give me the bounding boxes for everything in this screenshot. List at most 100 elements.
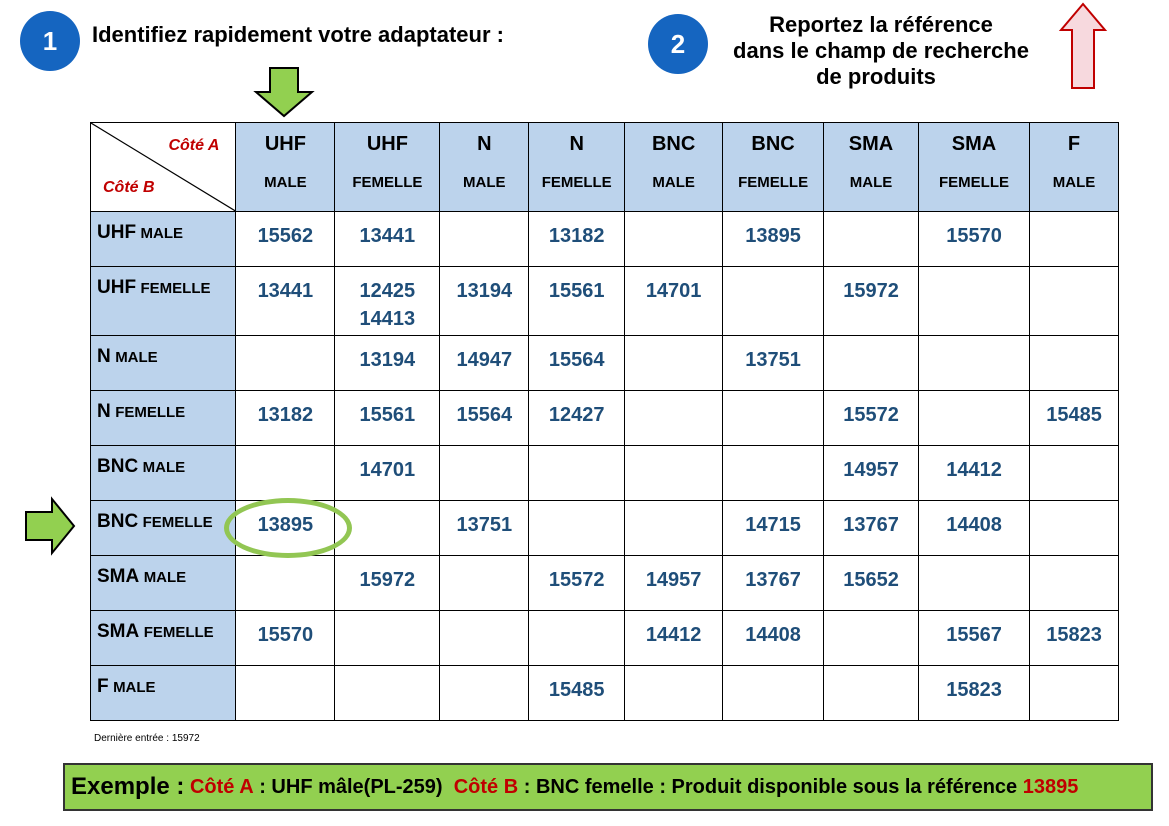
side-a-label: Côté A xyxy=(168,137,220,154)
reference-number: 15572 xyxy=(843,404,899,426)
adapter-compatibility-table: Côté A Côté B UHF MALE UHF FEMELLE N MALE N FEM… xyxy=(89,122,1119,721)
reference-number: 14957 xyxy=(843,459,899,481)
example-banner: Exemple : Côté A : UHF mâle(PL-259) Côté… xyxy=(63,763,1153,811)
corner-diagonal-line xyxy=(91,123,235,211)
row-gender: MALE xyxy=(113,679,156,696)
example-side-b-label: Côté B xyxy=(453,775,519,798)
column-connector-type: SMA xyxy=(848,133,894,155)
reference-cell xyxy=(439,445,530,501)
reference-cell xyxy=(235,335,336,391)
row-header: UHF MALE xyxy=(89,211,237,267)
reference-cell: 13751 xyxy=(722,335,825,391)
step-1-instruction: Identifiez rapidement votre adaptateur : xyxy=(92,22,504,47)
column-gender: MALE xyxy=(849,174,893,191)
reference-cell xyxy=(917,555,1031,611)
reference-cell: 15562 xyxy=(235,211,336,267)
row-connector-type: N xyxy=(97,346,111,367)
reference-cell xyxy=(722,445,825,501)
reference-cell: 13767 xyxy=(722,555,825,611)
step-1-number: 1 xyxy=(42,25,58,56)
table-row: SMA MALE 15972 15572 14957 13767 15652 xyxy=(89,555,1119,611)
reference-number: 15562 xyxy=(257,225,314,247)
column-connector-type: UHF xyxy=(264,133,306,155)
reference-cell: 15572 xyxy=(528,555,626,611)
step-2-number: 2 xyxy=(670,28,686,59)
reference-cell: 13767 xyxy=(823,500,919,556)
reference-number: 13751 xyxy=(745,349,801,371)
column-gender: FEMELLE xyxy=(352,174,423,191)
reference-cell xyxy=(823,211,919,267)
red-up-arrow-icon xyxy=(1058,2,1108,89)
reference-number: 14957 xyxy=(645,569,702,591)
row-gender: FEMELLE xyxy=(143,624,214,641)
reference-number: 15564 xyxy=(456,404,513,426)
reference-cell xyxy=(917,335,1031,391)
reference-cell: 14701 xyxy=(334,445,441,501)
reference-cell xyxy=(528,500,626,556)
reference-cell xyxy=(1029,445,1119,501)
table-row: F MALE 15485 15823 xyxy=(89,665,1119,721)
reference-number: 13194 xyxy=(456,280,513,302)
reference-cell: 15567 xyxy=(917,610,1031,666)
reference-cell xyxy=(528,445,626,501)
reference-cell xyxy=(439,211,530,267)
reference-cell xyxy=(722,665,825,721)
example-side-a-label: Côté A xyxy=(189,775,254,798)
reference-number: 14412 xyxy=(946,459,1002,481)
reference-cell: 13441 xyxy=(235,266,336,336)
reference-cell: 15561 xyxy=(334,390,441,446)
reference-cell: 15823 xyxy=(917,665,1031,721)
table-row: UHF FEMELLE 13441 12425 14413 13194 15561 1470… xyxy=(89,266,1119,336)
example-label: Exemple : xyxy=(71,773,185,800)
row-header: SMA FEMELLE xyxy=(89,610,237,666)
green-down-arrow-icon xyxy=(253,67,315,118)
reference-number: 12425 xyxy=(359,280,416,302)
reference-cell: 15570 xyxy=(917,211,1031,267)
table-row: N MALE 13194 14947 15564 13751 xyxy=(89,335,1119,391)
reference-cell: 15561 xyxy=(528,266,626,336)
column-connector-type: BNC xyxy=(751,133,795,155)
reference-cell: 14947 xyxy=(439,335,530,391)
reference-cell: 12427 xyxy=(528,390,626,446)
row-header: N MALE xyxy=(89,335,237,391)
column-header: SMA MALE xyxy=(823,122,919,212)
highlight-circle xyxy=(224,498,352,558)
row-connector-type: BNC xyxy=(97,511,139,532)
reference-cell: 15823 xyxy=(1029,610,1119,666)
column-header: N MALE xyxy=(439,122,530,212)
reference-cell xyxy=(823,665,919,721)
step-2-line-1: Reportez la référence xyxy=(769,12,993,37)
column-connector-type: F xyxy=(1067,133,1081,155)
table-row: N FEMELLE 13182 15561 15564 12427 15572 15485 xyxy=(89,390,1119,446)
column-header: N FEMELLE xyxy=(528,122,626,212)
row-header: UHF FEMELLE xyxy=(89,266,237,336)
example-reference: 13895 xyxy=(1022,775,1079,798)
reference-cell xyxy=(1029,211,1119,267)
reference-cell: 15564 xyxy=(439,390,530,446)
reference-cell: 13895 xyxy=(722,211,825,267)
column-connector-type: N xyxy=(477,133,492,155)
reference-cell: 15972 xyxy=(334,555,441,611)
reference-cell: 15485 xyxy=(528,665,626,721)
reference-number: 15572 xyxy=(548,569,605,591)
reference-cell: 14412 xyxy=(917,445,1031,501)
reference-number: 13194 xyxy=(359,349,416,371)
reference-cell xyxy=(439,555,530,611)
reference-cell xyxy=(528,610,626,666)
column-gender: FEMELLE xyxy=(541,174,612,191)
reference-cell xyxy=(235,665,336,721)
reference-number: 15561 xyxy=(359,404,416,426)
column-header: UHF MALE xyxy=(235,122,336,212)
reference-cell: 13182 xyxy=(235,390,336,446)
reference-cell: 13194 xyxy=(334,335,441,391)
reference-cell xyxy=(624,390,724,446)
side-b-label: Côté B xyxy=(103,179,155,196)
step-2-line-2: dans le champ de recherche xyxy=(733,38,1029,63)
reference-cell xyxy=(624,335,724,391)
reference-cell xyxy=(823,610,919,666)
row-gender: MALE xyxy=(143,569,187,586)
reference-number: 13182 xyxy=(257,404,314,426)
reference-cell: 14412 xyxy=(624,610,724,666)
reference-number: 15485 xyxy=(1046,404,1102,426)
row-connector-type: BNC xyxy=(97,456,139,477)
